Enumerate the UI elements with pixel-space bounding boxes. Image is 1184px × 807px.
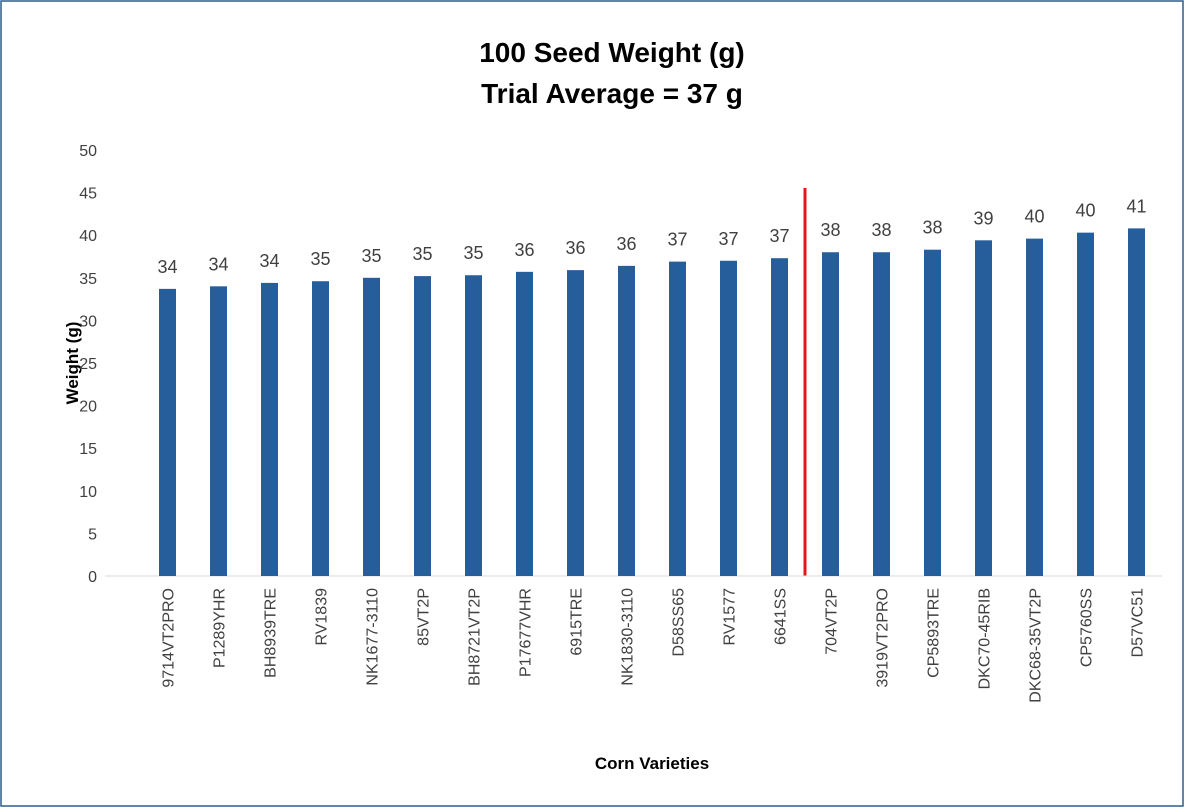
value-label: 36 xyxy=(616,234,636,254)
y-axis-title: Weight (g) xyxy=(63,322,82,405)
x-tick-label: RV1839 xyxy=(314,588,331,646)
x-tick-label: CP5893TRE xyxy=(926,588,943,678)
bar xyxy=(873,252,890,577)
x-tick-label: DKC70-45RIB xyxy=(977,588,994,689)
bar xyxy=(261,282,278,576)
value-label: 37 xyxy=(667,230,687,250)
x-tick-label: D58SS65 xyxy=(671,588,688,657)
value-label: 36 xyxy=(514,240,534,260)
x-tick-label: 704VT2P xyxy=(824,588,841,655)
value-label: 39 xyxy=(973,208,993,228)
x-tick-label: 6641SS xyxy=(773,588,790,645)
bar xyxy=(618,265,635,576)
y-tick-label: 45 xyxy=(79,186,97,203)
x-tick-label: RV1577 xyxy=(722,588,739,646)
bar xyxy=(414,276,431,576)
bar xyxy=(720,260,737,576)
y-tick-label: 50 xyxy=(79,143,97,160)
x-tick-label: 9714VT2PRO xyxy=(161,588,178,688)
value-label: 37 xyxy=(718,229,738,249)
bar xyxy=(771,258,788,576)
y-tick-label: 35 xyxy=(79,271,97,288)
x-tick-label: DKC68-35VT2P xyxy=(1028,588,1045,703)
y-tick-label: 0 xyxy=(88,569,97,586)
bar xyxy=(822,252,839,577)
y-tick-label: 15 xyxy=(79,441,97,458)
value-label: 38 xyxy=(820,220,840,240)
bar xyxy=(363,277,380,576)
bar xyxy=(1026,238,1043,576)
y-tick-label: 20 xyxy=(79,399,97,416)
value-label: 36 xyxy=(565,238,585,258)
chart-title: 100 Seed Weight (g) xyxy=(479,37,745,68)
y-tick-label: 10 xyxy=(79,484,97,501)
value-label: 34 xyxy=(259,251,279,271)
y-tick-label: 40 xyxy=(79,228,97,245)
x-tick-label: BH8939TRE xyxy=(263,588,280,678)
value-label: 34 xyxy=(157,257,177,277)
x-tick-label: 6915TRE xyxy=(569,588,586,656)
x-tick-label: BH8721VT2P xyxy=(467,588,484,686)
value-label: 35 xyxy=(412,244,432,264)
y-tick-label: 25 xyxy=(79,356,97,373)
value-label: 35 xyxy=(463,243,483,263)
value-label: 40 xyxy=(1024,207,1044,227)
x-tick-label: NK1830-3110 xyxy=(620,588,637,686)
value-label: 34 xyxy=(208,254,228,274)
bar xyxy=(516,271,533,576)
bar xyxy=(975,240,992,576)
x-tick-label: D57VC51 xyxy=(1130,588,1147,657)
value-label: 37 xyxy=(769,226,789,246)
value-label: 41 xyxy=(1126,196,1146,216)
bar xyxy=(312,281,329,576)
x-axis-title: Corn Varieties xyxy=(595,754,709,773)
x-tick-label: 85VT2P xyxy=(416,588,433,646)
y-tick-label: 30 xyxy=(79,313,97,330)
chart-subtitle: Trial Average = 37 g xyxy=(481,78,743,109)
value-label: 40 xyxy=(1075,201,1095,221)
x-tick-label: 3919VT2PRO xyxy=(875,588,892,688)
x-tick-label: NK1677-3110 xyxy=(365,588,382,686)
x-tick-label: P17677VHR xyxy=(518,588,535,677)
value-label: 38 xyxy=(871,220,891,240)
value-label: 35 xyxy=(310,249,330,269)
bar xyxy=(567,270,584,576)
bar xyxy=(1128,228,1145,576)
value-label: 35 xyxy=(361,246,381,266)
bar xyxy=(159,288,176,576)
bar xyxy=(924,249,941,576)
bar xyxy=(669,261,686,576)
value-label: 38 xyxy=(922,218,942,238)
y-tick-label: 5 xyxy=(88,526,97,543)
bar xyxy=(210,286,227,576)
x-tick-label: P1289YHR xyxy=(212,588,229,668)
x-tick-label: CP5760SS xyxy=(1079,588,1096,667)
bar xyxy=(465,275,482,576)
bar xyxy=(1077,232,1094,577)
